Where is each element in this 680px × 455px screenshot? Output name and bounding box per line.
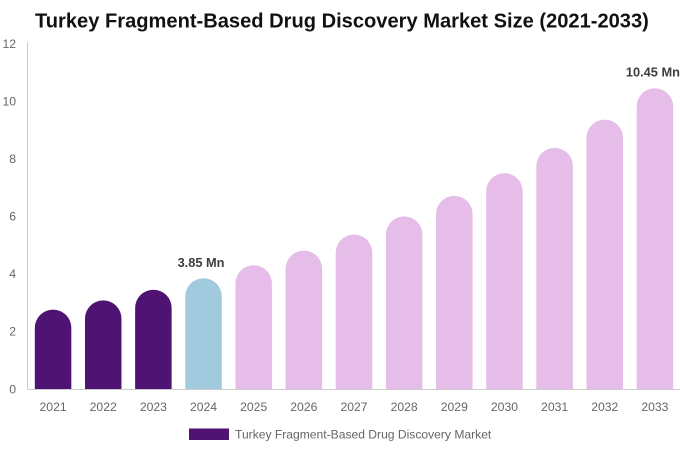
- svg-text:2022: 2022: [90, 400, 117, 414]
- svg-text:Turkey Fragment-Based Drug Dis: Turkey Fragment-Based Drug Discovery Mar…: [35, 10, 649, 32]
- svg-text:2021: 2021: [40, 400, 67, 414]
- svg-text:2026: 2026: [290, 400, 317, 414]
- svg-text:2033: 2033: [641, 400, 668, 414]
- svg-text:10.45 Mn: 10.45 Mn: [626, 65, 680, 80]
- svg-text:2023: 2023: [140, 400, 167, 414]
- svg-text:6: 6: [9, 210, 16, 224]
- svg-text:0: 0: [9, 382, 16, 396]
- svg-text:2024: 2024: [190, 400, 217, 414]
- svg-text:4: 4: [9, 267, 16, 281]
- svg-text:2031: 2031: [541, 400, 568, 414]
- svg-text:2029: 2029: [441, 400, 468, 414]
- svg-text:2028: 2028: [391, 400, 418, 414]
- svg-text:10: 10: [2, 95, 16, 109]
- svg-text:Turkey Fragment-Based Drug Dis: Turkey Fragment-Based Drug Discovery Mar…: [235, 428, 492, 442]
- svg-text:3.85 Mn: 3.85 Mn: [178, 255, 225, 270]
- svg-text:12: 12: [2, 37, 16, 51]
- svg-text:2025: 2025: [240, 400, 267, 414]
- svg-text:2: 2: [9, 325, 16, 339]
- svg-text:2030: 2030: [491, 400, 518, 414]
- svg-text:8: 8: [9, 152, 16, 166]
- svg-text:2032: 2032: [591, 400, 618, 414]
- svg-text:2027: 2027: [340, 400, 367, 414]
